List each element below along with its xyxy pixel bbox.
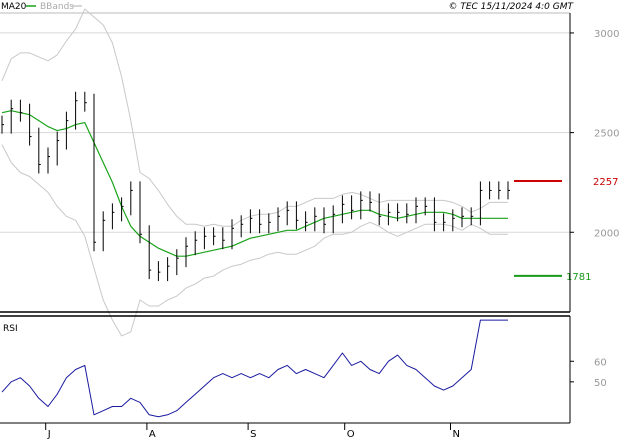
xtick-label-N: N — [453, 429, 460, 440]
rsi-panel-label: RSI — [3, 324, 18, 334]
rsi-ytick-label-50: 50 — [594, 378, 607, 389]
ma20-polyline — [1, 110, 508, 257]
xtick-label-S: S — [250, 429, 256, 440]
resistance-level-label: 2257 — [593, 177, 618, 188]
xtick-label-O: O — [347, 429, 355, 440]
price-grid — [0, 32, 570, 233]
legend-ma20-label: MA20 — [1, 2, 27, 12]
bbands-lower-line — [1, 144, 508, 337]
support-resistance-levels: 2257 1781 — [514, 177, 618, 283]
xtick-label-A: A — [149, 429, 156, 440]
price-ytick-label-3000: 3000 — [594, 29, 619, 40]
rsi-polyline — [1, 319, 508, 418]
rsi-ytick-label-60: 60 — [594, 357, 607, 368]
price-ytick-label-2000: 2000 — [594, 228, 619, 239]
price-y-ticks: 3000 2500 2000 — [570, 29, 619, 239]
legend-bbands-label: BBands — [40, 2, 74, 12]
copyright-text: © TEC 15/11/2024 4:0 GMT — [448, 2, 574, 12]
price-bars — [1, 91, 510, 282]
xtick-label-J: J — [47, 429, 51, 440]
price-ytick-label-2500: 2500 — [594, 129, 619, 140]
support-level-label: 1781 — [566, 272, 591, 283]
bollinger-bands — [1, 8, 508, 337]
rsi-y-ticks: 60 50 — [570, 357, 607, 389]
rsi-line — [1, 319, 508, 418]
bbands-upper-line — [1, 8, 508, 227]
ma20-line — [1, 110, 508, 257]
